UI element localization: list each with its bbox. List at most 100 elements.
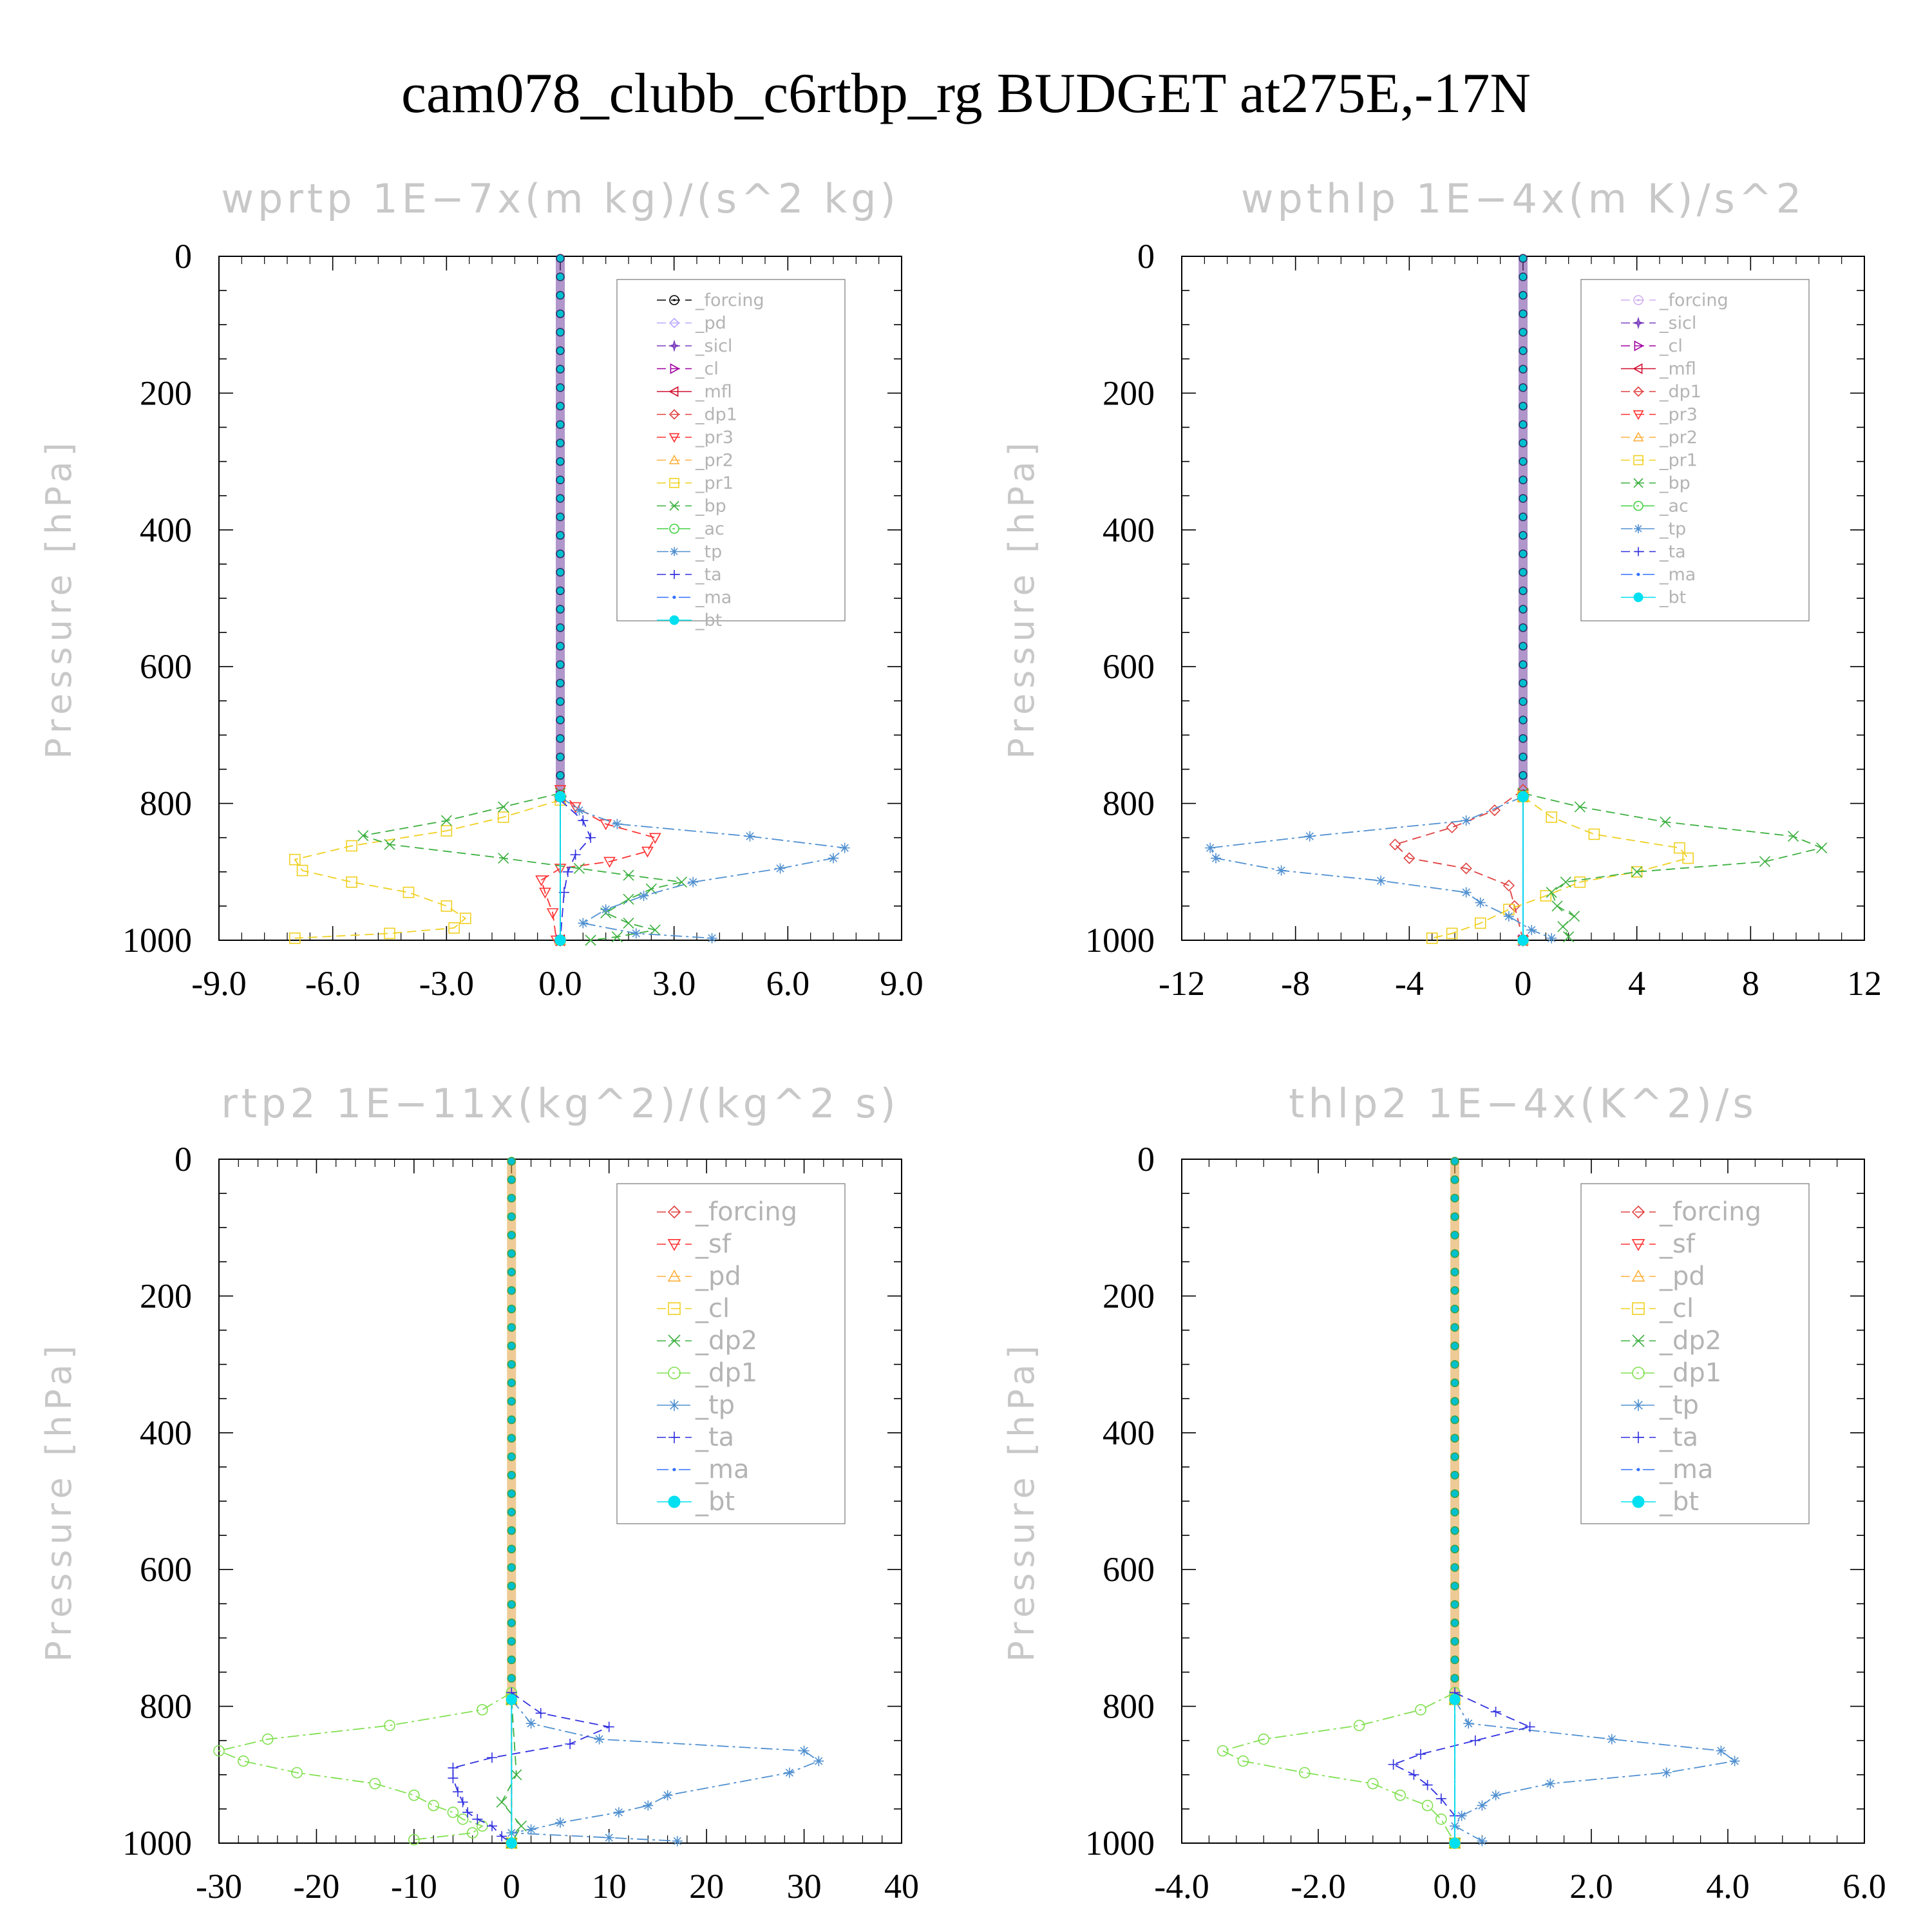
series-ta (1388, 1687, 1535, 1848)
legend-label: _sf (1659, 1229, 1696, 1259)
zero-level-marker (1519, 715, 1528, 724)
series-tp (555, 791, 850, 943)
zero-level-marker (1519, 531, 1528, 540)
legend-swatch (669, 524, 679, 534)
y-tick-label: 600 (140, 647, 192, 686)
zero-level-marker (556, 734, 565, 743)
legend-label: _pr3 (695, 428, 734, 448)
legend-item-ta: _ta (657, 565, 722, 585)
legend-item-cl: _cl (657, 359, 719, 379)
data-point (369, 1777, 381, 1790)
legend-label: _bt (695, 1487, 735, 1517)
zero-level-marker (507, 1434, 516, 1443)
legend-label: _ac (695, 519, 724, 539)
series-bt (1449, 1694, 1461, 1849)
data-point (585, 832, 596, 843)
legend-label: _cl (1659, 1294, 1694, 1323)
data-point (384, 1719, 395, 1732)
data-point (1816, 842, 1828, 854)
zero-level-marker (1450, 1544, 1459, 1554)
data-point (1477, 1800, 1488, 1811)
legend: _forcing_sf _pd _cl _dp2_dp1_tp _ta _ma _bt (1580, 1183, 1810, 1524)
series-pr3 (535, 785, 661, 947)
data-point (1211, 853, 1221, 864)
series-tp (506, 1694, 824, 1846)
y-tick-label: 200 (1103, 374, 1155, 412)
y-tick-label: 200 (140, 1276, 192, 1315)
zero-level-marker (556, 531, 565, 540)
zero-level-marker (1450, 1249, 1459, 1258)
legend: _forcing_sf _pd _cl _dp2_dp1_tp _ta _ma _bt (616, 1183, 846, 1524)
zero-level-marker (1450, 1193, 1459, 1203)
legend-label: _pr1 (695, 473, 734, 493)
data-point (261, 1733, 274, 1745)
data-point (1568, 911, 1580, 922)
data-point (496, 1796, 507, 1808)
zero-level-marker (556, 771, 565, 780)
data-point (554, 934, 566, 946)
data-point (662, 1790, 673, 1801)
zero-level-marker (1450, 1175, 1459, 1184)
data-point (408, 1789, 420, 1801)
zero-level-marker (1519, 567, 1528, 577)
zero-level-marker (1450, 1526, 1459, 1535)
zero-level-marker (507, 1581, 516, 1591)
y-tick-label: 1000 (122, 1824, 192, 1862)
data-point (1217, 1745, 1229, 1757)
legend-swatch (1632, 1495, 1645, 1508)
panel-title: rtp2 1E−11x(kg^2)/(kg^2 s) (221, 1080, 899, 1127)
legend-swatch (668, 454, 680, 464)
y-tick-label: 600 (140, 1550, 192, 1589)
x-tick-label: -20 (293, 1867, 339, 1906)
legend-item-sf: _sf (657, 1229, 732, 1259)
x-tick-label: 30 (787, 1867, 822, 1906)
zero-level-marker (1519, 401, 1528, 411)
zero-level-marker (556, 752, 565, 762)
legend-label: _ta (1659, 1423, 1698, 1452)
data-point (1258, 1733, 1269, 1745)
data-point (1546, 887, 1557, 898)
zero-level-marker (1450, 1452, 1459, 1461)
data-point (574, 805, 585, 816)
legend-swatch (670, 363, 680, 374)
data-point (497, 811, 509, 823)
data-point (1729, 1756, 1740, 1766)
data-point (1388, 1759, 1399, 1770)
data-point (1674, 842, 1685, 854)
zero-level-marker (556, 420, 565, 430)
series-line (217, 1692, 512, 1841)
data-point (1560, 876, 1571, 888)
zero-level-marker (507, 1600, 516, 1609)
legend-item-bt: _bt (657, 1487, 735, 1517)
legend-swatch (1634, 524, 1643, 533)
data-point (440, 815, 452, 826)
x-tick-label: 6.0 (1842, 1867, 1886, 1906)
legend-swatch (1633, 410, 1644, 421)
legend-item-dp1: _dp1 (657, 1358, 757, 1388)
legend-item-sicl: _sicl (1621, 314, 1696, 334)
legend-swatch (668, 1399, 680, 1411)
data-point (1477, 1835, 1488, 1846)
zero-level-marker (1519, 771, 1528, 780)
zero-level-marker (507, 1655, 516, 1665)
series-line (511, 1699, 820, 1842)
zero-level-marker (1450, 1655, 1459, 1665)
legend-swatch (1633, 363, 1643, 374)
x-tick-label: 6.0 (766, 964, 810, 1003)
legend-item-pr3: _pr3 (1621, 405, 1698, 425)
x-tick-label: 4 (1628, 964, 1645, 1003)
data-point (506, 1694, 517, 1705)
legend-item-ma: _ma (1621, 565, 1696, 585)
zero-level-marker (507, 1231, 516, 1240)
zero-level-marker (507, 1341, 516, 1350)
data-point (440, 900, 453, 912)
legend-swatch (668, 409, 680, 420)
zero-level-marker (1450, 1286, 1459, 1295)
legend-label: _dp1 (1659, 382, 1701, 402)
data-point (1488, 804, 1501, 817)
legend-item-ac: _ac (1621, 497, 1689, 516)
data-point (289, 853, 301, 866)
data-point (578, 815, 589, 826)
x-tick-label: -8 (1281, 964, 1310, 1003)
series-dp1 (1389, 784, 1530, 947)
